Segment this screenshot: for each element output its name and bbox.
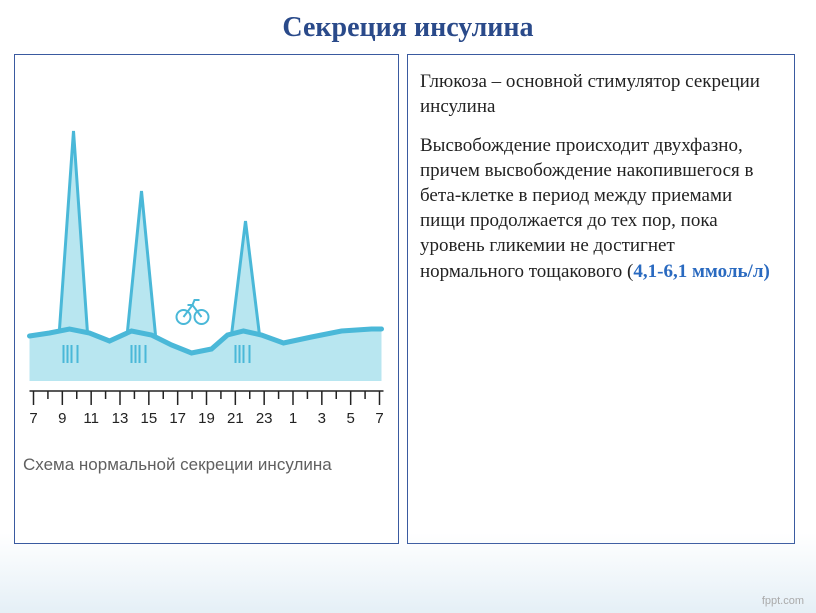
insulin-chart: 79111315171921231357 bbox=[21, 61, 392, 451]
page-title: Секреция инсулина bbox=[0, 0, 816, 54]
axis-ticks: 79111315171921231357 bbox=[29, 391, 383, 427]
svg-text:7: 7 bbox=[375, 410, 383, 427]
svg-text:7: 7 bbox=[29, 410, 37, 427]
svg-text:15: 15 bbox=[140, 410, 157, 427]
svg-text:17: 17 bbox=[169, 410, 186, 427]
watermark: fppt.com bbox=[762, 595, 804, 607]
svg-text:1: 1 bbox=[289, 410, 297, 427]
svg-text:9: 9 bbox=[58, 410, 66, 427]
svg-text:19: 19 bbox=[198, 410, 215, 427]
bike-icon bbox=[177, 300, 209, 324]
chart-panel: 79111315171921231357 Схема нормальной се… bbox=[14, 54, 399, 544]
svg-text:3: 3 bbox=[318, 410, 326, 427]
svg-text:21: 21 bbox=[227, 410, 244, 427]
text-panel: Глюкоза – основной стимулятор секреции и… bbox=[407, 54, 795, 544]
svg-text:5: 5 bbox=[346, 410, 354, 427]
chart-caption: Схема нормальной секреции инсулина bbox=[21, 451, 392, 475]
content-row: 79111315171921231357 Схема нормальной се… bbox=[0, 54, 816, 544]
paragraph-1: Глюкоза – основной стимулятор секреции и… bbox=[420, 69, 782, 119]
paragraph-2: Высвобождение происходит двухфазно, прич… bbox=[420, 133, 782, 283]
svg-text:13: 13 bbox=[112, 410, 129, 427]
highlight-value: 4,1-6,1 ммоль/л) bbox=[633, 261, 769, 282]
svg-text:23: 23 bbox=[256, 410, 273, 427]
svg-text:11: 11 bbox=[83, 410, 99, 427]
